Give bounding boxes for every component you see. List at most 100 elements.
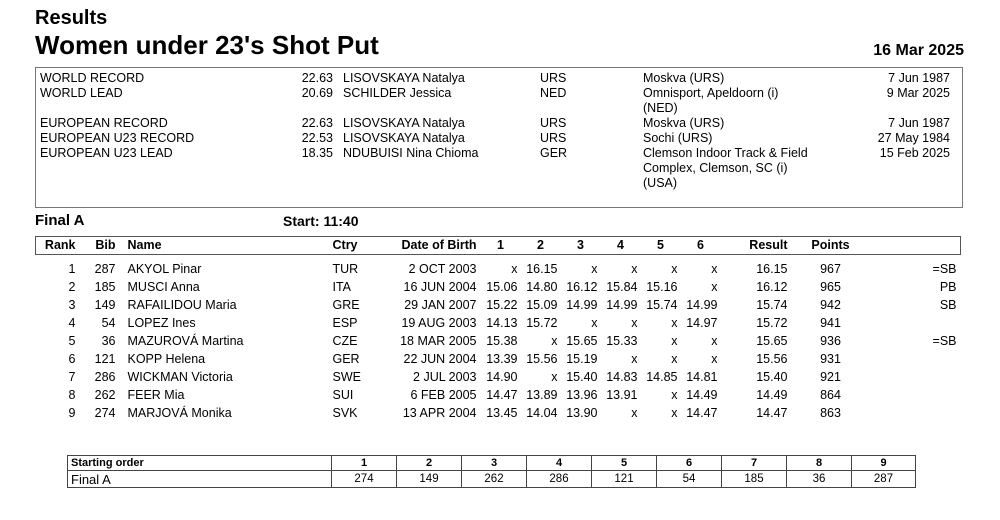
record-athlete: NDUBUISI Nina Chioma [343, 146, 479, 160]
result-row: 2 185 MUSCI Anna ITA 16 JUN 2004 15.06 1… [36, 278, 961, 296]
attempt-5-cell: 15.16 [646, 280, 678, 294]
attempt-6-cell: 14.99 [686, 298, 718, 312]
order-position: 1 [331, 455, 397, 471]
bib-cell: 274 [94, 406, 116, 420]
athlete-name-cell: FEER Mia [127, 388, 185, 402]
attempt-6-cell: x [711, 352, 718, 366]
attempt-2-cell: x [551, 370, 558, 384]
attempt-3-cell: 16.12 [566, 280, 598, 294]
record-mark: 18.35 [301, 146, 333, 160]
col-header-attempt-4: 4 [600, 236, 641, 255]
attempt-1-cell: 13.39 [486, 352, 518, 366]
bib-cell: 185 [94, 280, 116, 294]
attempt-2-cell: 13.89 [526, 388, 558, 402]
result-row: 7 286 WICKMAN Victoria SWE 2 JUL 2003 14… [36, 368, 961, 386]
attempt-1-cell: 15.06 [486, 280, 518, 294]
record-nation: URS [540, 116, 567, 130]
points-cell: 942 [820, 298, 841, 312]
points-cell: 936 [820, 334, 841, 348]
order-bib: 262 [461, 470, 527, 488]
order-position: 9 [851, 455, 916, 471]
attempt-5-cell: x [671, 406, 678, 420]
result-row: 4 54 LOPEZ Ines ESP 19 AUG 2003 14.13 15… [36, 314, 961, 332]
attempt-3-cell: x [591, 262, 598, 276]
attempt-3-cell: 13.90 [566, 406, 598, 420]
bib-cell: 121 [94, 352, 116, 366]
athlete-name-cell: WICKMAN Victoria [127, 370, 233, 384]
country-cell: SVK [332, 406, 358, 420]
page-header: Results Women under 23's Shot Put [35, 6, 379, 60]
attempt-4-cell: x [631, 262, 638, 276]
rank-cell: 9 [68, 406, 76, 420]
order-position: 4 [526, 455, 592, 471]
athlete-name-cell: AKYOL Pinar [127, 262, 202, 276]
country-cell: SUI [332, 388, 354, 402]
col-header-attempt-2: 2 [520, 236, 561, 255]
dob-cell: 2 OCT 2003 [408, 262, 477, 276]
starting-order-label: Starting order [67, 455, 332, 471]
note-cell [871, 350, 961, 368]
result-cell: 16.15 [756, 262, 788, 276]
attempt-3-cell: 15.40 [566, 370, 598, 384]
dob-cell: 18 MAR 2005 [400, 334, 477, 348]
col-header-rank: Rank [35, 236, 81, 255]
attempt-5-cell: 14.85 [646, 370, 678, 384]
rank-cell: 8 [68, 388, 76, 402]
order-bib: 185 [721, 470, 787, 488]
attempt-6-cell: 14.97 [686, 316, 718, 330]
dob-cell: 2 JUL 2003 [413, 370, 477, 384]
order-bib: 286 [526, 470, 592, 488]
rank-cell: 2 [68, 280, 76, 294]
col-header-note [870, 236, 961, 255]
attempt-6-cell: 14.49 [686, 388, 718, 402]
rank-cell: 3 [68, 298, 76, 312]
dob-cell: 29 JAN 2007 [404, 298, 477, 312]
points-cell: 965 [820, 280, 841, 294]
note-cell [871, 314, 961, 332]
record-date: 15 Feb 2025 [879, 146, 950, 160]
col-header-ctry: Ctry [330, 236, 391, 255]
record-mark: 22.63 [301, 116, 333, 130]
record-venue: Sochi (URS) [643, 131, 713, 145]
col-header-attempt-3: 3 [560, 236, 601, 255]
points-cell: 921 [820, 370, 841, 384]
col-header-attempt-6: 6 [680, 236, 721, 255]
bib-cell: 287 [94, 262, 116, 276]
result-row: 1 287 AKYOL Pinar TUR 2 OCT 2003 x 16.15… [36, 255, 961, 279]
result-cell: 15.40 [756, 370, 788, 384]
record-mark: 22.53 [301, 131, 333, 145]
record-label: EUROPEAN RECORD [40, 116, 168, 130]
attempt-6-cell: x [711, 334, 718, 348]
note-cell: SB [939, 298, 957, 312]
attempt-2-cell: x [551, 334, 558, 348]
event-title: Women under 23's Shot Put [35, 30, 379, 60]
attempt-2-cell: 14.04 [526, 406, 558, 420]
note-cell [871, 386, 961, 404]
bib-cell: 36 [101, 334, 116, 348]
order-bib: 36 [786, 470, 852, 488]
result-cell: 15.56 [756, 352, 788, 366]
record-nation: URS [540, 131, 567, 145]
athlete-name-cell: RAFAILIDOU Maria [127, 298, 237, 312]
attempt-4-cell: 14.99 [606, 298, 638, 312]
attempt-1-cell: 14.47 [486, 388, 518, 402]
record-athlete: LISOVSKAYA Natalya [343, 116, 465, 130]
result-cell: 14.47 [756, 406, 788, 420]
col-header-dob: Date of Birth [390, 236, 481, 255]
col-header-points: Points [790, 236, 871, 255]
note-cell: =SB [932, 334, 957, 348]
attempt-5-cell: x [671, 352, 678, 366]
rank-cell: 4 [68, 316, 76, 330]
rank-cell: 5 [68, 334, 76, 348]
bib-cell: 54 [101, 316, 116, 330]
record-athlete: SCHILDER Jessica [343, 86, 452, 100]
attempt-2-cell: 14.80 [526, 280, 558, 294]
dob-cell: 16 JUN 2004 [403, 280, 477, 294]
record-venue: Clemson Indoor Track & Field Complex, Cl… [643, 146, 808, 190]
points-cell: 941 [820, 316, 841, 330]
result-row: 6 121 KOPP Helena GER 22 JUN 2004 13.39 … [36, 350, 961, 368]
order-position: 5 [591, 455, 657, 471]
starting-order-header-row: Starting order 1 2 3 4 5 6 7 8 9 [67, 455, 916, 471]
points-cell: 967 [820, 262, 841, 276]
results-table: Rank Bib Name Ctry Date of Birth 1 2 3 4… [35, 236, 961, 422]
